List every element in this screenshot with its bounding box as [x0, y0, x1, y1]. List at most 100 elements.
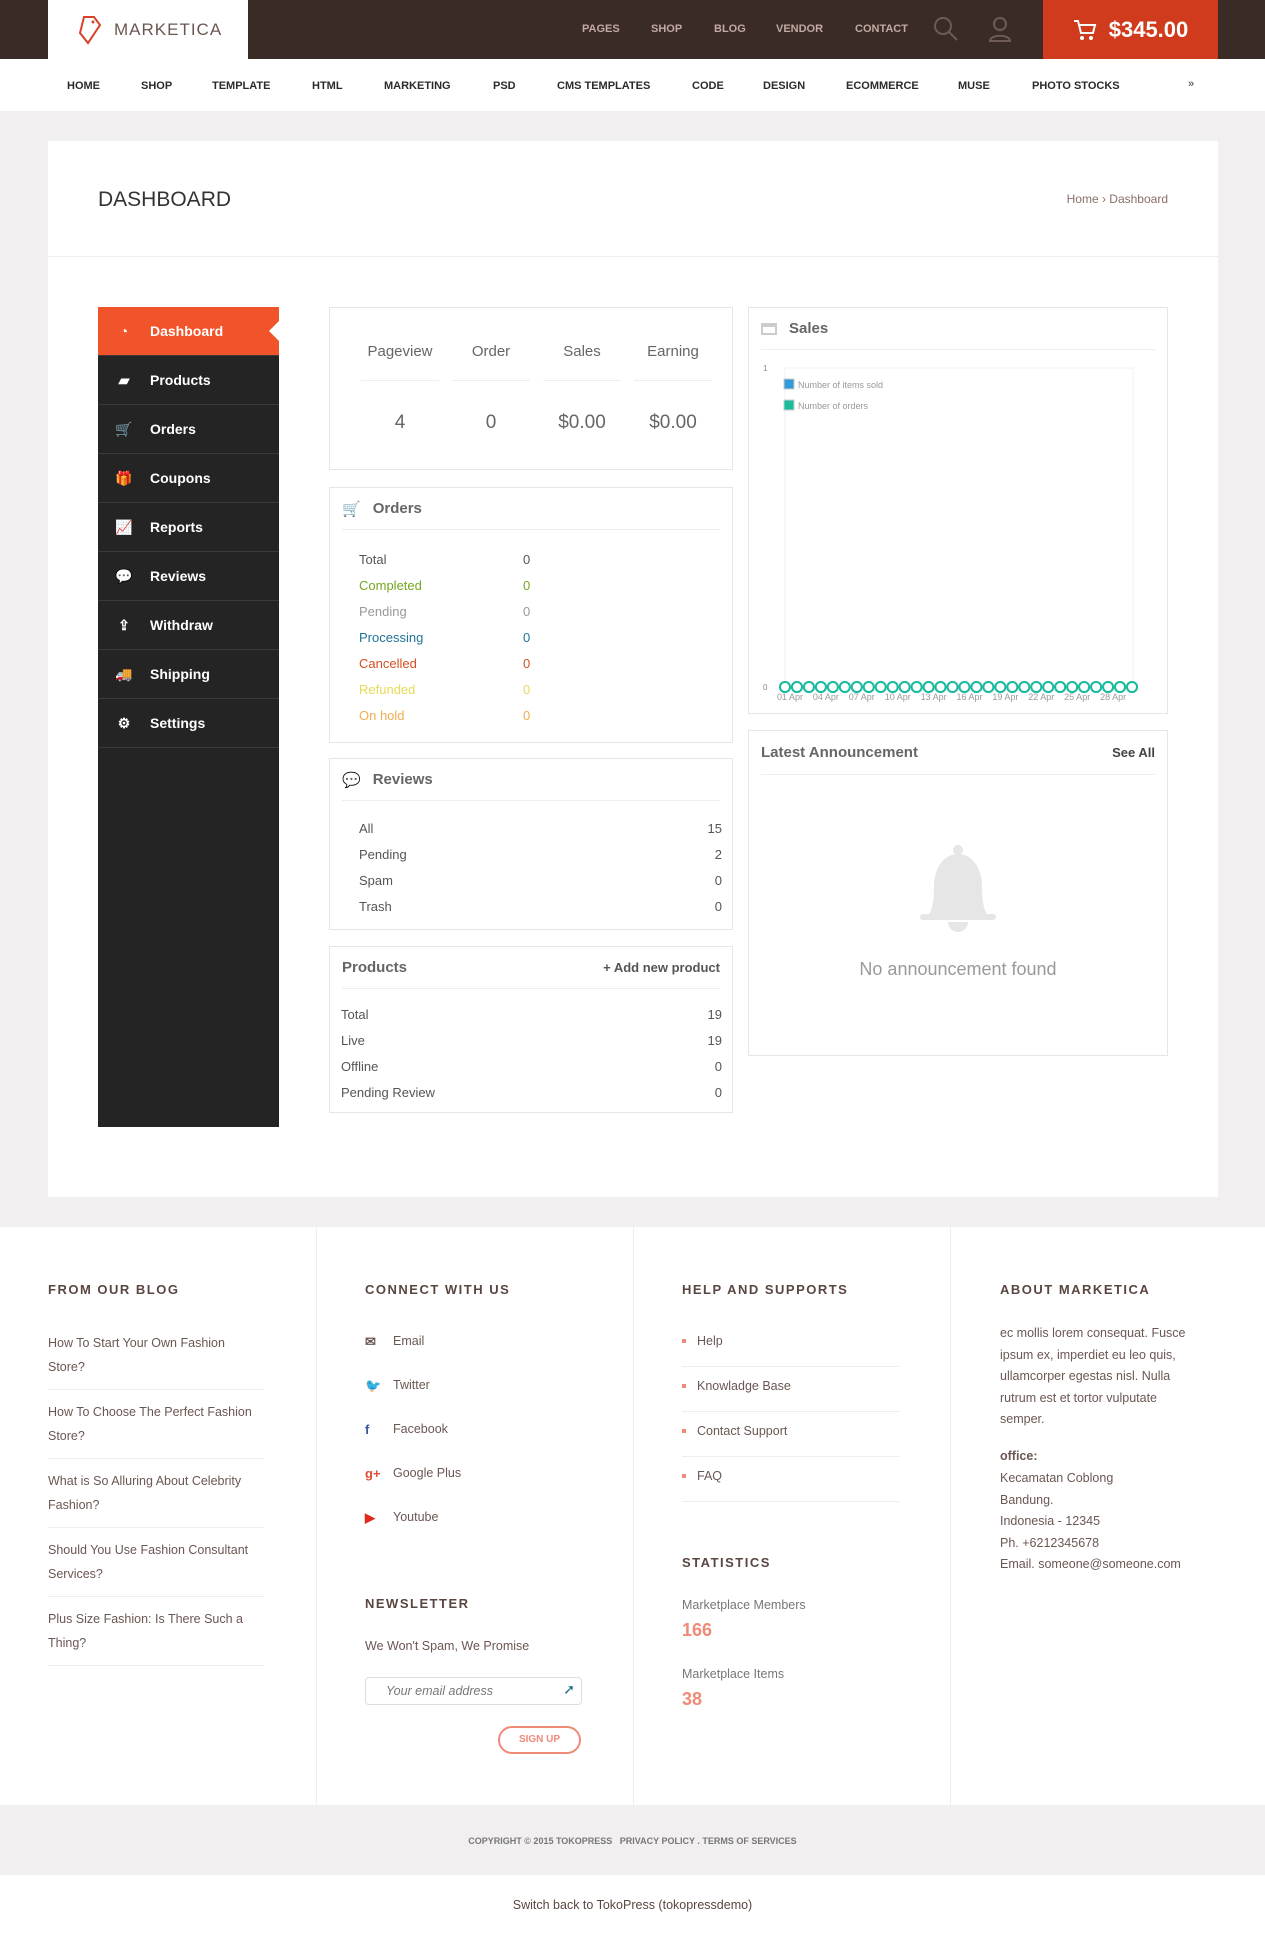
- facebook-icon[interactable]: f: [365, 1422, 370, 1437]
- nav-item[interactable]: MUSE: [958, 80, 990, 92]
- email-placeholder: Your email address: [386, 1684, 494, 1698]
- help-link[interactable]: Contact Support: [682, 1412, 899, 1457]
- nav-item[interactable]: PSD: [493, 80, 516, 92]
- order-status-link[interactable]: Pending: [359, 604, 407, 619]
- bullet-icon: [682, 1429, 686, 1433]
- dashboard-icon: ◔: [119, 323, 129, 339]
- copyright-text[interactable]: COPYRIGHT © 2015 TOKOPRESS PRIVACY POLIC…: [468, 1836, 797, 1846]
- sign-up-button[interactable]: SIGN UP: [498, 1726, 581, 1754]
- top-link-pages[interactable]: PAGES: [582, 23, 620, 35]
- office-label: office:: [1000, 1449, 1038, 1463]
- blog-post-link[interactable]: How To Start Your Own Fashion Store?: [48, 1331, 264, 1390]
- product-status-link[interactable]: Offline: [341, 1059, 379, 1074]
- logo[interactable]: MARKETICA: [48, 0, 248, 59]
- nav-more-icon[interactable]: »: [1188, 78, 1195, 90]
- breadcrumb[interactable]: Home › Dashboard: [1066, 192, 1168, 206]
- twitter-icon[interactable]: 🐦: [365, 1378, 382, 1393]
- page-title: DASHBOARD: [98, 188, 232, 211]
- add-product-link[interactable]: + Add new product: [603, 960, 720, 975]
- top-link-shop[interactable]: SHOP: [651, 23, 683, 35]
- sidebar-item-settings[interactable]: ⚙ Settings: [98, 699, 279, 748]
- nav-item[interactable]: CODE: [692, 80, 724, 92]
- data-point: [874, 681, 887, 693]
- google-plus-icon[interactable]: g+: [365, 1466, 381, 1481]
- social-link[interactable]: Facebook: [393, 1422, 448, 1436]
- top-link-blog[interactable]: BLOG: [714, 23, 746, 35]
- data-point: [970, 681, 983, 693]
- review-status-link[interactable]: Pending: [359, 847, 407, 862]
- nav-item[interactable]: CMS TEMPLATES: [557, 80, 651, 92]
- help-link[interactable]: Help: [682, 1322, 899, 1367]
- cart-button[interactable]: $345.00: [1043, 0, 1218, 59]
- sidebar-item-reports[interactable]: 📈 Reports: [98, 503, 279, 552]
- blog-post-link[interactable]: Plus Size Fashion: Is There Such a Thing…: [48, 1607, 264, 1666]
- stat-label: Order: [471, 343, 511, 360]
- product-status-link[interactable]: Pending Review: [341, 1085, 435, 1100]
- social-link[interactable]: Twitter: [393, 1378, 430, 1392]
- review-status-link[interactable]: Trash: [359, 899, 392, 914]
- sidebar-item-reviews[interactable]: 💬 Reviews: [98, 552, 279, 601]
- divider: [543, 380, 621, 381]
- bullet-icon: [682, 1474, 686, 1478]
- order-status-link[interactable]: Refunded: [359, 682, 416, 697]
- stat-label: Earning: [647, 343, 699, 360]
- stat-value: 38: [682, 1689, 703, 1709]
- nav-item[interactable]: PHOTO STOCKS: [1032, 80, 1120, 92]
- cart-icon: [1073, 19, 1097, 40]
- see-all-link[interactable]: See All: [1112, 745, 1155, 760]
- sidebar-item-shipping[interactable]: 🚚 Shipping: [98, 650, 279, 699]
- help-link[interactable]: FAQ: [682, 1457, 899, 1502]
- data-point: [1018, 681, 1031, 693]
- divider: [634, 380, 712, 381]
- x-tick-label: 28 Apr: [1100, 692, 1126, 702]
- product-status-link[interactable]: Live: [341, 1033, 365, 1048]
- nav-item[interactable]: HOME: [67, 80, 100, 92]
- blog-post-link[interactable]: How To Choose The Perfect Fashion Store?: [48, 1400, 264, 1459]
- sidebar-item-coupons[interactable]: 🎁 Coupons: [98, 454, 279, 503]
- order-status-link[interactable]: On hold: [359, 708, 405, 723]
- nav-item[interactable]: DESIGN: [763, 80, 806, 92]
- blog-post-link[interactable]: What is So Alluring About Celebrity Fash…: [48, 1469, 264, 1528]
- cart-total: $345.00: [1108, 16, 1189, 42]
- nav-item[interactable]: SHOP: [141, 80, 173, 92]
- review-count: 2: [714, 847, 722, 862]
- blog-post-link[interactable]: Should You Use Fashion Consultant Servic…: [48, 1538, 264, 1597]
- top-link-contact[interactable]: CONTACT: [855, 23, 908, 35]
- youtube-icon[interactable]: ▶: [365, 1510, 375, 1525]
- nav-item[interactable]: HTML: [312, 80, 343, 92]
- social-link[interactable]: Youtube: [393, 1510, 439, 1524]
- comments-icon: 💬: [115, 567, 133, 584]
- social-link[interactable]: Email: [393, 1334, 425, 1348]
- social-link[interactable]: Google Plus: [393, 1466, 462, 1480]
- sidebar-item-label: Reviews: [150, 568, 207, 584]
- data-point: [850, 681, 863, 693]
- divider: [48, 256, 1218, 257]
- search-icon[interactable]: [933, 16, 959, 47]
- nav-item[interactable]: MARKETING: [384, 80, 451, 92]
- nav-item[interactable]: ECOMMERCE: [846, 80, 919, 92]
- sidebar-item-products[interactable]: ▰ Products: [98, 356, 279, 405]
- newsletter-email-input[interactable]: Your email address ➚: [365, 1677, 582, 1705]
- divider: [633, 1227, 634, 1805]
- order-status-link[interactable]: Cancelled: [359, 656, 417, 671]
- data-point: [922, 681, 935, 693]
- review-status-link[interactable]: Spam: [359, 873, 393, 888]
- switch-back-link[interactable]: Switch back to TokoPress (tokopressdemo): [512, 1898, 753, 1912]
- sidebar-item-withdraw[interactable]: ⇪ Withdraw: [98, 601, 279, 650]
- tag-logo-icon: [78, 15, 102, 45]
- order-status-link[interactable]: Total: [359, 552, 387, 567]
- sidebar-item-dashboard[interactable]: ◔ Dashboard: [98, 307, 279, 356]
- help-link[interactable]: Knowladge Base: [682, 1367, 899, 1412]
- review-status-link[interactable]: All: [359, 821, 374, 836]
- email-icon[interactable]: ✉: [365, 1334, 376, 1349]
- legend-label: Number of items sold: [798, 380, 883, 390]
- order-status-link[interactable]: Processing: [359, 630, 424, 645]
- product-status-link[interactable]: Total: [341, 1007, 369, 1022]
- sidebar-item-orders[interactable]: 🛒 Orders: [98, 405, 279, 454]
- nav-item[interactable]: TEMPLATE: [212, 80, 271, 92]
- user-icon[interactable]: [988, 15, 1012, 48]
- send-icon[interactable]: ➚: [563, 1681, 575, 1697]
- top-link-vendor[interactable]: VENDOR: [776, 23, 824, 35]
- order-status-link[interactable]: Completed: [359, 578, 422, 593]
- y-tick-label: 1: [763, 364, 768, 373]
